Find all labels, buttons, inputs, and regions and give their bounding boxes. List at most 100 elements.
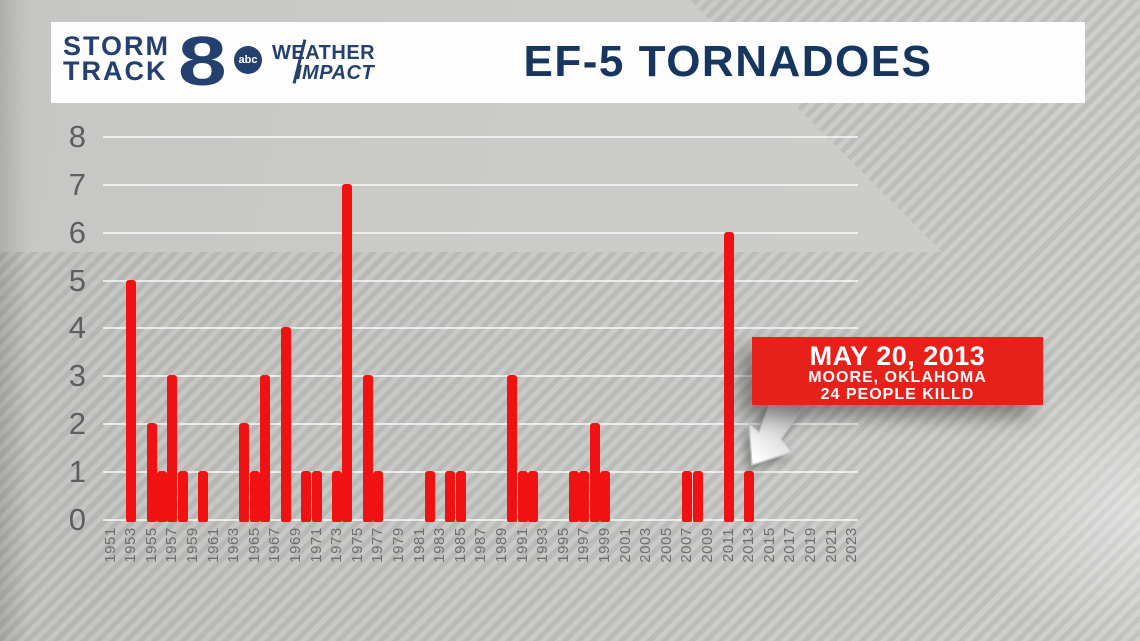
y-axis-label-0: 0 [68, 502, 86, 537]
x-axis-label-1977: 1977 [369, 527, 387, 563]
y-axis-label-7: 7 [68, 166, 86, 202]
x-axis-label-1987: 1987 [472, 527, 490, 563]
bar-2007 [682, 471, 693, 522]
x-axis-label-2013: 2013 [740, 527, 758, 563]
bar-1968 [280, 327, 291, 522]
callout-date: MAY 20, 2013 [809, 341, 986, 371]
bar-1970 [301, 471, 312, 522]
x-axis-label-1973: 1973 [328, 527, 346, 563]
gridline-y2 [103, 423, 858, 426]
gridline-y7 [103, 183, 858, 186]
x-axis-label-1989: 1989 [492, 527, 510, 563]
callout-fatalities: 24 PEOPLE KILLD [820, 386, 975, 403]
bar-1960 [198, 471, 209, 522]
x-axis-label-1975: 1975 [348, 527, 366, 563]
bar-1958 [177, 471, 188, 522]
x-axis-label-2009: 2009 [698, 527, 716, 563]
light-wedge-highlight [960, 370, 1140, 641]
y-axis-label-3: 3 [68, 358, 86, 394]
bar-2011 [723, 231, 734, 522]
bar-2008 [692, 471, 703, 522]
gridline-y6 [103, 231, 858, 234]
bar-1955 [146, 423, 157, 522]
x-axis-label-1979: 1979 [389, 527, 407, 563]
x-axis-label-1971: 1971 [307, 527, 325, 563]
bar-1984 [445, 471, 456, 522]
bar-1999 [599, 471, 610, 522]
x-axis-label-1997: 1997 [575, 527, 593, 563]
x-axis-label-1967: 1967 [266, 527, 284, 563]
x-axis-label-2003: 2003 [637, 527, 655, 563]
storm-track-wordmark: STORM TRACK [63, 31, 171, 86]
x-axis-label-1951: 1951 [101, 527, 119, 563]
x-axis-label-2023: 2023 [843, 527, 861, 563]
gridline-y8 [103, 135, 858, 138]
impact-text: IMPACT [296, 62, 375, 84]
y-axis-label-5: 5 [68, 262, 86, 298]
x-axis-label-1959: 1959 [183, 527, 201, 563]
x-axis-label-1961: 1961 [204, 527, 222, 563]
bar-1982 [424, 471, 435, 522]
x-axis-label-2005: 2005 [657, 527, 675, 563]
bar-1957 [167, 375, 178, 522]
callout-location: MOORE, OKLAHOMA [808, 369, 987, 386]
bar-1977 [373, 471, 384, 522]
y-axis-label-8: 8 [68, 118, 86, 154]
storm-text: STORM [63, 31, 171, 61]
x-axis-label-1969: 1969 [286, 527, 304, 563]
y-axis-label-1: 1 [68, 454, 86, 490]
bar-1953 [126, 279, 137, 522]
x-axis-label-1993: 1993 [534, 527, 552, 563]
y-axis-label-2: 2 [68, 406, 86, 442]
bar-1974 [342, 183, 353, 522]
x-axis-label-1955: 1955 [142, 527, 160, 563]
x-axis-label-1953: 1953 [122, 527, 140, 563]
abc-network-icon: abc [234, 46, 262, 74]
gridline-y4 [103, 327, 858, 330]
gridline-y3 [103, 375, 858, 378]
bar-1966 [260, 375, 270, 522]
gridline-y0 [103, 519, 858, 521]
bar-1965 [249, 471, 260, 522]
x-axis-label-1963: 1963 [225, 527, 243, 563]
bar-1998 [589, 423, 600, 522]
gridline-y1 [103, 471, 858, 474]
x-axis-label-1985: 1985 [451, 527, 469, 563]
x-axis-label-1991: 1991 [513, 527, 531, 563]
weather-text: WEATHER [272, 42, 376, 64]
x-axis-label-2001: 2001 [616, 527, 634, 563]
gridline-y5 [103, 279, 858, 282]
x-axis-label-2021: 2021 [822, 527, 840, 563]
x-axis-label-1957: 1957 [163, 527, 181, 563]
bar-1973 [332, 471, 343, 522]
x-axis-label-2017: 2017 [781, 527, 799, 563]
channel-8-logo: 8 [178, 22, 227, 100]
y-axis-label-6: 6 [68, 214, 86, 250]
x-axis-label-2007: 2007 [678, 527, 696, 563]
x-axis-label-1995: 1995 [554, 527, 572, 563]
x-axis-label-2015: 2015 [760, 527, 778, 563]
bar-1964 [239, 423, 250, 522]
y-axis-label-4: 4 [68, 310, 86, 346]
x-axis-label-1965: 1965 [245, 527, 263, 563]
x-axis-label-1999: 1999 [595, 527, 613, 563]
bar-1985 [455, 471, 466, 522]
bar-1991 [517, 471, 528, 522]
header-bar: STORM TRACK 8 abc WEATHER IMPACT EF-5 TO… [51, 22, 1085, 103]
bar-1956 [157, 471, 167, 522]
page-title: EF-5 TORNADOES [523, 37, 933, 86]
x-axis-label-1983: 1983 [431, 527, 449, 563]
bar-1976 [363, 375, 373, 522]
x-axis-label-2019: 2019 [801, 527, 819, 563]
bar-1996 [569, 471, 579, 522]
bar-1992 [527, 471, 538, 522]
bar-1971 [311, 471, 322, 522]
callout-box: MAY 20, 2013 MOORE, OKLAHOMA 24 PEOPLE K… [752, 337, 1043, 405]
track-text: TRACK [63, 56, 168, 86]
bar-1997 [579, 471, 590, 522]
bar-1990 [507, 375, 518, 522]
x-axis-label-2011: 2011 [719, 527, 737, 563]
bar-2013 [744, 471, 755, 522]
